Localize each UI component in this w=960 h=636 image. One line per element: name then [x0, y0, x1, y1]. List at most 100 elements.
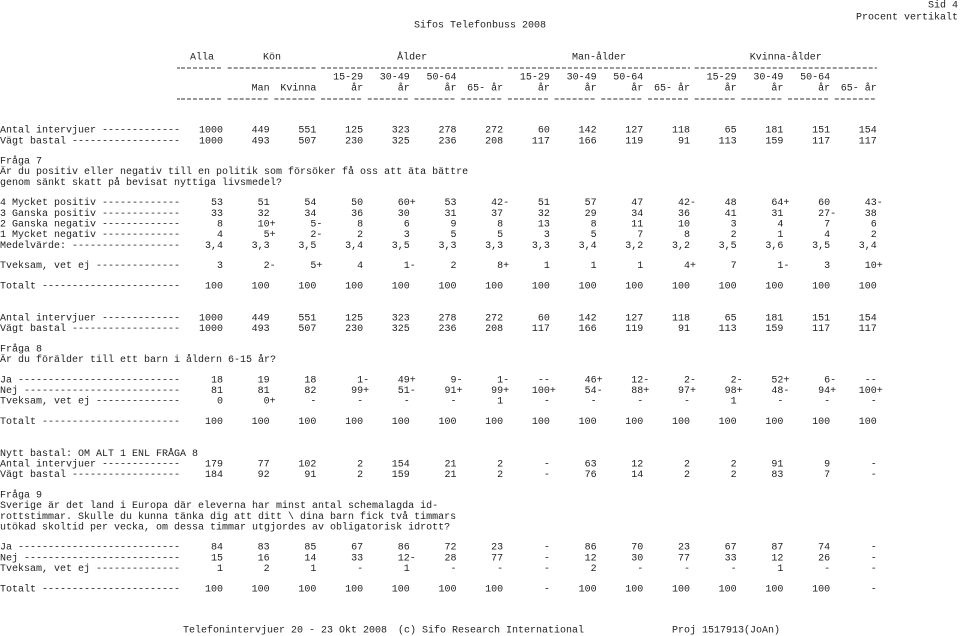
cell: - — [871, 460, 877, 471]
cell: 74 — [818, 543, 830, 554]
cell: 28 — [444, 553, 456, 564]
text-line: utökad skoltid per vecka, om dessa timma… — [0, 521, 450, 533]
cell: 12 — [771, 553, 783, 564]
cell: 3,5 — [392, 241, 410, 252]
column-head: 65- år — [467, 82, 503, 95]
cell: 7 — [824, 470, 830, 481]
cell: 5 — [497, 230, 503, 241]
row-label: Vägt bastal ------------------ — [0, 323, 180, 335]
cell: 8 — [357, 219, 363, 230]
cell: 117 — [859, 136, 877, 147]
cell: 100 — [438, 584, 456, 595]
cell: 8+ — [497, 261, 509, 272]
cell: 100 — [672, 584, 690, 595]
cell: 7 — [637, 230, 643, 241]
cell: 83 — [258, 543, 270, 554]
cell: 23 — [678, 543, 690, 554]
cell: 551 — [298, 313, 316, 324]
page-number: Sid 4 — [928, 0, 958, 12]
cell: 33 — [211, 209, 223, 220]
cell: 14 — [631, 470, 643, 481]
footer-right: Proj 1517913(JoAn) — [672, 625, 780, 636]
cell: 83 — [771, 470, 783, 481]
cell: 5+ — [264, 230, 276, 241]
cell: 18 — [211, 375, 223, 386]
cell: 60 — [538, 313, 550, 324]
cell: 3,4 — [859, 241, 877, 252]
cell: 2 — [871, 230, 877, 241]
cell: 60 — [818, 198, 830, 209]
cell: 31 — [771, 209, 783, 220]
footer-left: Telefonintervjuer 20 - 23 Okt 2008 — [183, 625, 387, 636]
cell: 21 — [444, 460, 456, 471]
cell: 325 — [392, 136, 410, 147]
cell: 100 — [205, 417, 223, 428]
cell: 100 — [719, 281, 737, 292]
cell: - — [637, 564, 643, 575]
cell: 50 — [351, 198, 363, 209]
cell: 100 — [252, 417, 270, 428]
cell: 12 — [631, 460, 643, 471]
row-label: Medelvärde: ------------------ — [0, 240, 180, 252]
column-head: år — [585, 82, 597, 95]
cell: - — [544, 460, 550, 471]
cell: 72 — [444, 543, 456, 554]
cell: 100 — [485, 281, 503, 292]
cell: 278 — [438, 126, 456, 137]
cell: 125 — [345, 126, 363, 137]
cell: 154 — [392, 460, 410, 471]
row-label: Ja --------------------------- — [0, 543, 180, 554]
cell: 9 — [824, 460, 830, 471]
cell: 1 — [544, 261, 550, 272]
cell: 3,5 — [298, 241, 316, 252]
cell: 151 — [812, 313, 830, 324]
cell: 100 — [579, 584, 597, 595]
cell: - — [871, 470, 877, 481]
cell: - — [824, 564, 830, 575]
cell: 3,3 — [485, 241, 503, 252]
cell: 8 — [217, 219, 223, 230]
cell: 2 — [450, 261, 456, 272]
column-head: 65- år — [841, 82, 877, 95]
cell: - — [544, 397, 550, 408]
cell: - — [544, 564, 550, 575]
cell: 3,2 — [672, 241, 690, 252]
cell: 5 — [450, 230, 456, 241]
cell: 100 — [438, 417, 456, 428]
cell: 33 — [725, 553, 737, 564]
cell: - — [871, 553, 877, 564]
cell: 10 — [678, 219, 690, 230]
cell: 154 — [859, 313, 877, 324]
column-head: 50-64 — [426, 73, 456, 84]
cell: - — [591, 397, 597, 408]
cell: 91 — [771, 460, 783, 471]
cell: 272 — [485, 313, 503, 324]
column-group: Man-ålder — [572, 51, 626, 64]
cell: 100 — [252, 281, 270, 292]
column-head: 30-49 — [753, 73, 783, 84]
cell: 208 — [485, 136, 503, 147]
cell: 2 — [497, 470, 503, 481]
cell: 84 — [211, 543, 223, 554]
cell: 2 — [357, 460, 363, 471]
column-group: Ålder — [397, 51, 427, 64]
cell: 181 — [765, 313, 783, 324]
cell: 12 — [585, 553, 597, 564]
cell: 4 — [217, 230, 223, 241]
column-head: år — [631, 82, 643, 95]
cell: - — [357, 564, 363, 575]
cell: 2 — [731, 460, 737, 471]
cell: -- — [538, 375, 550, 386]
cell: 3,6 — [765, 241, 783, 252]
cell: 1000 — [199, 324, 223, 335]
text-line: Fråga 8 — [0, 342, 42, 355]
cell: 100 — [812, 584, 830, 595]
cell: 42- — [491, 198, 509, 209]
column-group: Alla — [190, 52, 214, 64]
cell: 60+ — [398, 198, 416, 209]
cell: 92 — [258, 470, 270, 481]
cell: 8 — [497, 219, 503, 230]
cell: - — [357, 397, 363, 408]
cell: 99+ — [351, 386, 369, 397]
cell: 100 — [485, 584, 503, 595]
